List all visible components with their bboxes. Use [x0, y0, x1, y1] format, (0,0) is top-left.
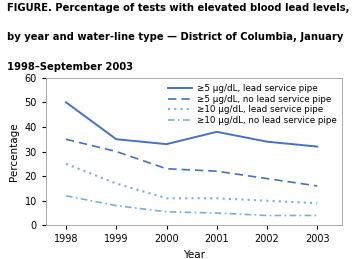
X-axis label: Year: Year — [183, 250, 205, 259]
Legend: ≥5 μg/dL, lead service pipe, ≥5 μg/dL, no lead service pipe, ≥10 μg/dL, lead ser: ≥5 μg/dL, lead service pipe, ≥5 μg/dL, n… — [166, 82, 338, 127]
Text: FIGURE. Percentage of tests with elevated blood lead levels,: FIGURE. Percentage of tests with elevate… — [7, 3, 349, 13]
Text: 1998–September 2003: 1998–September 2003 — [7, 62, 133, 72]
Y-axis label: Percentage: Percentage — [9, 122, 19, 181]
Text: by year and water-line type — District of Columbia, January: by year and water-line type — District o… — [7, 32, 343, 42]
